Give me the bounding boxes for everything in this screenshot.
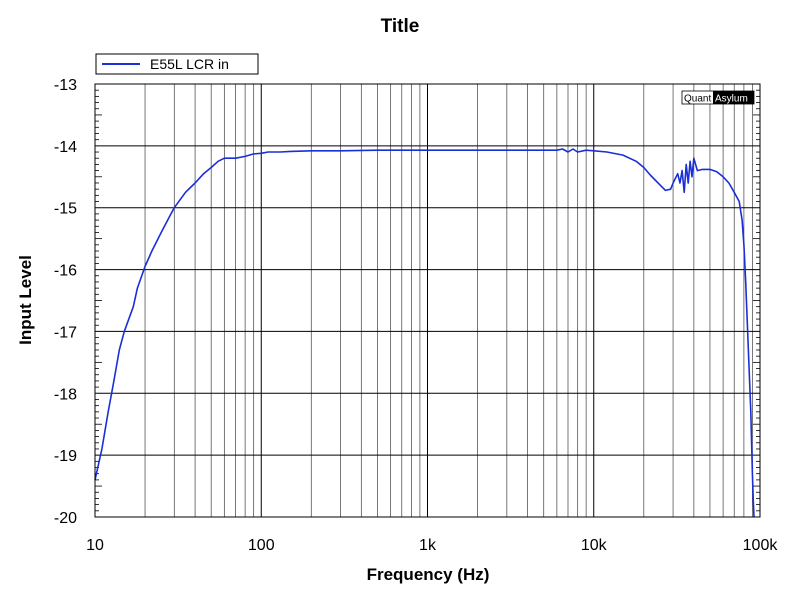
y-tick-label: -20: [54, 510, 77, 527]
y-axis-label: Input Level: [16, 255, 35, 345]
plot-border: [94, 83, 761, 518]
watermark-left: Quant: [684, 94, 711, 105]
y-tick-label: -18: [54, 386, 77, 403]
legend-entry: E55L LCR in: [150, 56, 229, 72]
y-tick-label: -17: [54, 324, 77, 341]
y-tick-label: -15: [54, 201, 77, 218]
x-tick-label: 10k: [581, 537, 608, 554]
chart-title: Title: [381, 16, 420, 37]
y-tick-label: -16: [54, 263, 77, 280]
legend: E55L LCR in: [95, 53, 259, 75]
legend-box: [95, 53, 259, 75]
x-axis-label: Frequency (Hz): [367, 565, 490, 584]
y-tick-labels: -13 -14 -15 -16 -17 -18 -19 -20: [54, 77, 77, 527]
y-tick-label: -19: [54, 448, 77, 465]
minor-ticks: [95, 89, 760, 512]
y-tick-label: -13: [54, 77, 77, 94]
series-line-e55l-lcr-in: [94, 148, 755, 518]
x-tick-label: 100: [248, 537, 275, 554]
quantasylum-logo: Quant Asylum: [681, 90, 755, 105]
x-tick-label: 10: [86, 537, 104, 554]
x-tick-labels: 10 100 1k 10k 100k: [86, 537, 778, 554]
series-layer: [94, 148, 755, 518]
watermark-dark-block: [713, 91, 754, 104]
watermark-right: Asylum: [715, 94, 748, 105]
x-tick-label: 100k: [743, 537, 779, 554]
y-tick-label: -14: [54, 139, 77, 156]
x-tick-label: 1k: [419, 537, 437, 554]
